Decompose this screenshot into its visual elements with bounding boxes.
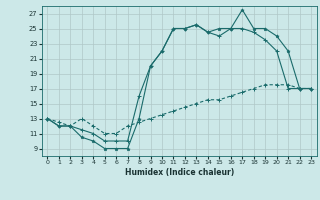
X-axis label: Humidex (Indice chaleur): Humidex (Indice chaleur) [124,168,234,177]
